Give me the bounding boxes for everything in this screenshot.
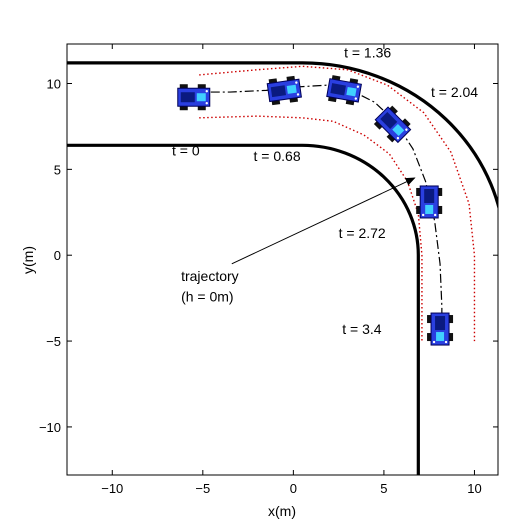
vehicle-wheel (197, 84, 206, 89)
vehicle-2 (266, 75, 302, 106)
vehicle-wheel (427, 333, 432, 342)
vehicle-6 (427, 312, 454, 346)
series-line-3 (199, 115, 423, 342)
vehicle-1 (177, 84, 211, 111)
vehicle-wheel (373, 121, 383, 130)
vehicle-windshield (196, 93, 206, 102)
y-tick-label: −5 (46, 334, 61, 349)
vehicle-light (295, 81, 298, 84)
annotation-label: trajectory (181, 268, 239, 284)
annotation-label: t = 2.04 (431, 84, 478, 100)
vehicle-3 (326, 75, 362, 106)
annotation-label: t = 2.72 (339, 225, 386, 241)
vehicle-light (205, 102, 208, 105)
y-tick-label: 0 (54, 248, 61, 263)
vehicle-cockpit (180, 92, 195, 103)
vehicle-4 (373, 105, 412, 144)
series-line-2 (199, 65, 476, 342)
vehicle-wheel (402, 118, 411, 127)
x-tick-label: 0 (290, 481, 297, 496)
vehicle-wheel (389, 105, 398, 115)
vehicle-wheel (449, 315, 454, 324)
vehicle-windshield (425, 204, 434, 214)
vehicle-cockpit (435, 316, 446, 331)
vehicle-light (433, 213, 437, 217)
vehicle-windshield (436, 332, 445, 342)
trajectory-arrow (231, 177, 416, 265)
vehicle-windshield (392, 123, 405, 137)
vehicle-cockpit (380, 111, 398, 129)
vehicle-light (444, 340, 448, 344)
vehicle-wheel (427, 315, 432, 324)
vehicle-wheel (438, 187, 443, 196)
road-boundary-inner (67, 143, 420, 475)
annotation-label: t = 3.4 (342, 321, 382, 337)
annotation-label: t = 0.68 (254, 148, 301, 164)
vehicle-light (354, 97, 358, 100)
x-tick-label: 10 (467, 481, 481, 496)
vehicle-wheel (197, 106, 206, 111)
annotation-label: t = 0 (172, 143, 200, 159)
x-tick-label: 5 (380, 481, 387, 496)
vehicle-windshield (286, 84, 297, 94)
y-tick-label: −10 (39, 420, 61, 435)
y-tick-label: 10 (47, 76, 61, 91)
vehicle-cockpit (424, 188, 435, 203)
vehicle-windshield (346, 86, 357, 97)
vehicle-5 (416, 185, 443, 219)
vehicle-light (405, 128, 408, 131)
vehicle-light (421, 213, 425, 217)
annotation-label: t = 1.36 (344, 45, 391, 61)
vehicle-cockpit (330, 83, 346, 96)
vehicle-wheel (179, 84, 188, 89)
x-axis-label: x(m) (268, 503, 296, 519)
x-tick-label: −5 (195, 481, 210, 496)
vehicle-wheel (416, 187, 421, 196)
vehicle-wheel (386, 133, 396, 143)
vehicle-light (396, 136, 400, 140)
vehicle-wheel (438, 205, 443, 214)
vehicle-light (432, 340, 436, 344)
vehicle-light (356, 85, 360, 88)
vehicle-wheel (416, 205, 421, 214)
y-axis-label: y(m) (20, 246, 36, 274)
x-tick-label: −10 (101, 481, 123, 496)
vehicle-wheel (449, 333, 454, 342)
vehicle-cockpit (270, 85, 286, 98)
vehicle-light (205, 90, 208, 93)
vehicle-wheel (179, 106, 188, 111)
y-tick-label: 5 (54, 162, 61, 177)
vehicle-light (296, 93, 300, 96)
road-boundary-outer (67, 61, 498, 211)
annotation-label: (h = 0m) (181, 289, 234, 305)
